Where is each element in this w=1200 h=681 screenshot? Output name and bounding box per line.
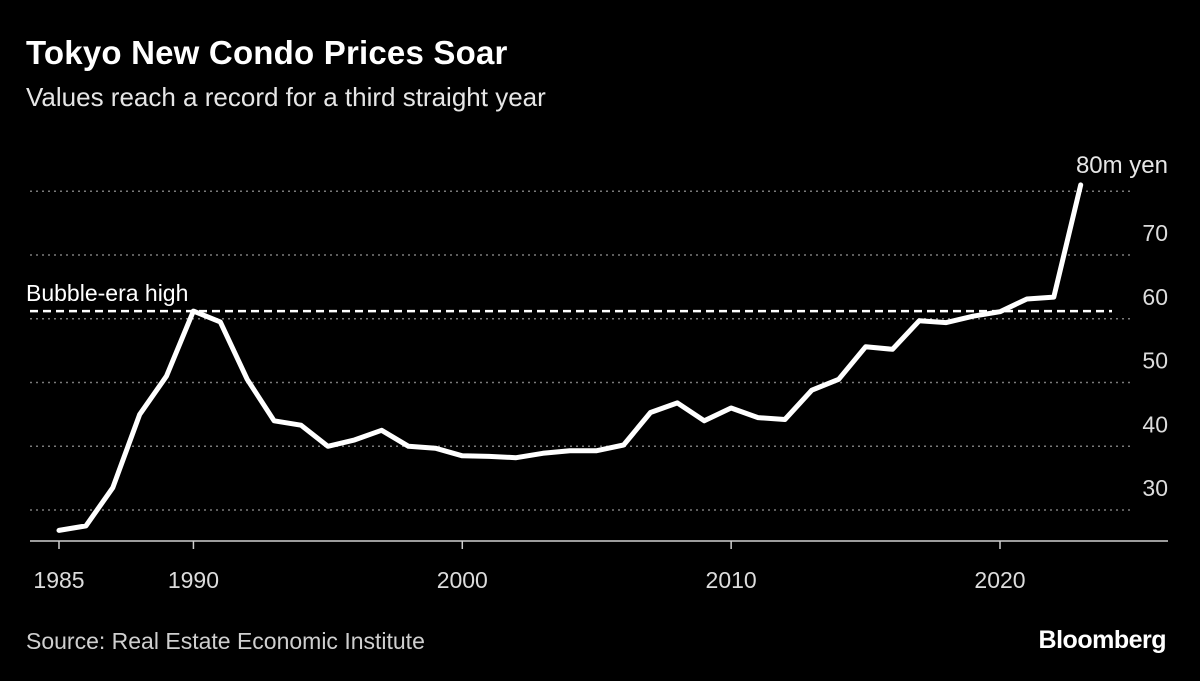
x-tick-label: 2020 [974,567,1025,593]
y-tick-label: 50 [1142,348,1168,374]
x-tick-label: 1990 [168,567,219,593]
y-tick-label: 40 [1142,411,1168,437]
y-tick-label: 30 [1142,475,1168,501]
chart-subtitle: Values reach a record for a third straig… [26,82,546,112]
x-tick-label: 1985 [33,567,84,593]
x-axis-ticks: 1985 1990 2000 2010 2020 [33,541,1026,593]
price-series-line [56,182,1084,533]
source-note: Source: Real Estate Economic Institute [26,628,425,654]
y-tick-label: 60 [1142,284,1168,310]
x-tick-label: 2000 [437,567,488,593]
y-tick-label: 70 [1142,220,1168,246]
series-group [56,182,1084,533]
unit-label: 80m yen [1076,152,1168,179]
grid-lines [30,190,1130,511]
bloomberg-logo: Bloomberg [1038,626,1167,654]
y-axis-tick-labels: 30 40 50 60 70 [1142,220,1168,501]
x-tick-label: 2010 [706,567,757,593]
reference-line-group: Bubble-era high [26,280,1112,313]
bubble-era-high-label: Bubble-era high [26,280,188,306]
chart-title: Tokyo New Condo Prices Soar [26,34,508,71]
